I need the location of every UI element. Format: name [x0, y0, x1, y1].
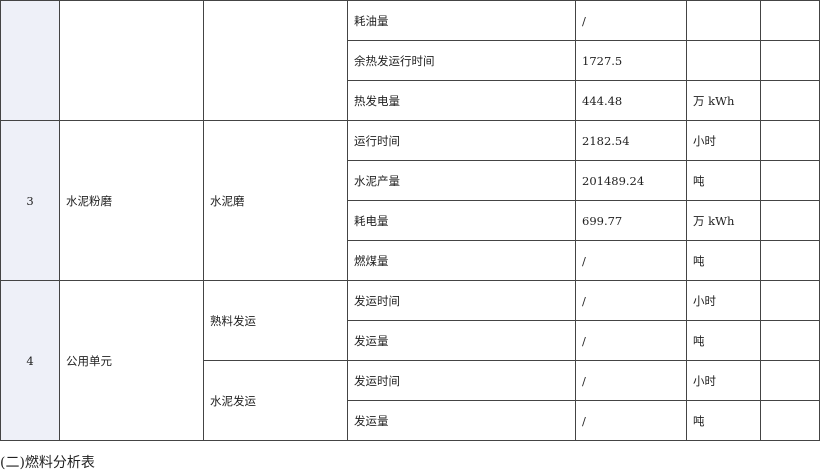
remark-cell: [760, 80, 820, 121]
table-row: 余热发运行时间 1727.5: [1, 40, 820, 81]
unit-label-cell: [686, 40, 761, 81]
no-cell: [0, 0, 60, 121]
value-cell: /: [575, 400, 687, 441]
value-cell: /: [575, 0, 687, 41]
unit-cell: [59, 0, 204, 121]
unit-label-cell: 万 kWh: [686, 80, 761, 121]
remark-cell: [760, 280, 820, 321]
item-cell: 热发电量: [347, 80, 576, 121]
table-row: 燃煤量 / 吨: [1, 240, 820, 281]
equipment-cell: 水泥发运: [203, 360, 348, 441]
item-cell: 耗电量: [347, 200, 576, 241]
value-cell: 699.77: [575, 200, 687, 241]
table-row: 发运量 / 吨: [1, 320, 820, 361]
equipment-cell: [203, 0, 348, 121]
value-cell: /: [575, 360, 687, 401]
value-cell: /: [575, 320, 687, 361]
value-cell: /: [575, 240, 687, 281]
table-row: 耗油量 /: [0, 0, 820, 121]
remark-cell: [760, 0, 820, 41]
table-row: 耗电量 699.77 万 kWh: [1, 200, 820, 241]
item-cell: 耗油量: [347, 0, 576, 41]
item-cell: 发运时间: [347, 280, 576, 321]
item-cell: 运行时间: [347, 120, 576, 161]
remark-cell: [760, 40, 820, 81]
section-heading: (二)燃料分析表: [0, 455, 95, 471]
remark-cell: [760, 200, 820, 241]
unit-label-cell: 吨: [686, 160, 761, 201]
remark-cell: [760, 160, 820, 201]
unit-label-cell: 吨: [686, 320, 761, 361]
unit-cell: 水泥粉磨: [59, 120, 204, 281]
table-row: 3 水泥粉磨 水泥磨 运行时间 2182.54 小时: [0, 120, 820, 281]
equipment-cell: 熟料发运: [203, 280, 348, 361]
item-cell: 水泥产量: [347, 160, 576, 201]
item-cell: 发运量: [347, 400, 576, 441]
no-cell: 4: [0, 280, 60, 441]
remark-cell: [760, 400, 820, 441]
unit-label-cell: 吨: [686, 400, 761, 441]
remark-cell: [760, 360, 820, 401]
table-row: 热发电量 444.48 万 kWh: [1, 80, 820, 121]
unit-label-cell: 万 kWh: [686, 200, 761, 241]
value-cell: 444.48: [575, 80, 687, 121]
unit-label-cell: 小时: [686, 360, 761, 401]
remark-cell: [760, 120, 820, 161]
remark-cell: [760, 320, 820, 361]
equipment-cell: 水泥磨: [203, 120, 348, 281]
value-cell: /: [575, 280, 687, 321]
value-cell: 1727.5: [575, 40, 687, 81]
item-cell: 余热发运行时间: [347, 40, 576, 81]
unit-cell: 公用单元: [59, 280, 204, 441]
table-row: 发运量 / 吨: [1, 400, 820, 441]
unit-label-cell: 小时: [686, 120, 761, 161]
item-cell: 发运时间: [347, 360, 576, 401]
item-cell: 燃煤量: [347, 240, 576, 281]
unit-label-cell: 小时: [686, 280, 761, 321]
data-table: 耗油量 / 余热发运行时间 1727.5 热发电量 444.48 万 kWh 3…: [0, 0, 820, 441]
value-cell: 201489.24: [575, 160, 687, 201]
unit-label-cell: [686, 0, 761, 41]
no-cell: 3: [0, 120, 60, 281]
table-row: 4 公用单元 熟料发运 发运时间 / 小时: [0, 280, 820, 441]
unit-label-cell: 吨: [686, 240, 761, 281]
item-cell: 发运量: [347, 320, 576, 361]
table-row: 水泥产量 201489.24 吨: [1, 160, 820, 201]
value-cell: 2182.54: [575, 120, 687, 161]
remark-cell: [760, 240, 820, 281]
